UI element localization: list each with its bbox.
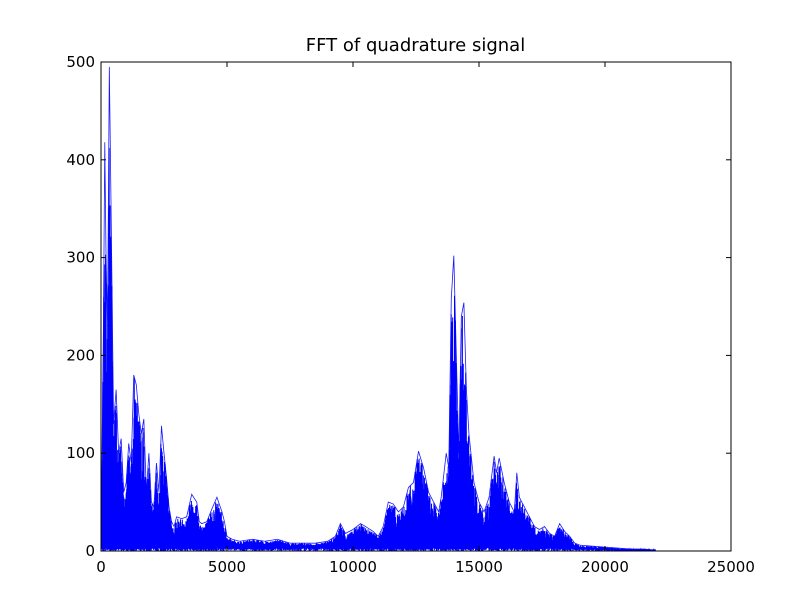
x-tick-label: 25000: [707, 558, 755, 576]
y-tick-label: 300: [66, 249, 95, 267]
y-tick-label: 0: [85, 542, 95, 560]
plot-frame: [100, 61, 732, 552]
x-tick-label: 0: [96, 558, 106, 576]
x-tick-label: 5000: [208, 558, 246, 576]
x-tick-label: 15000: [455, 558, 503, 576]
y-tick-label: 400: [66, 151, 95, 169]
y-tick-label: 500: [66, 53, 95, 71]
series-line-0: [101, 147, 656, 551]
x-tick-label: 10000: [329, 558, 377, 576]
y-tick-label: 200: [66, 346, 95, 364]
series-0: [101, 66, 656, 551]
axes: 0 5000 10000 15000 20000 25000 0 100 200 300 400 50…: [66, 53, 755, 576]
plot-area: [101, 66, 656, 551]
x-tick-label: 20000: [581, 558, 629, 576]
series-envelope-0: [101, 66, 656, 551]
chart-title: FFT of quadrature signal: [305, 35, 526, 56]
y-tick-label: 100: [66, 444, 95, 462]
